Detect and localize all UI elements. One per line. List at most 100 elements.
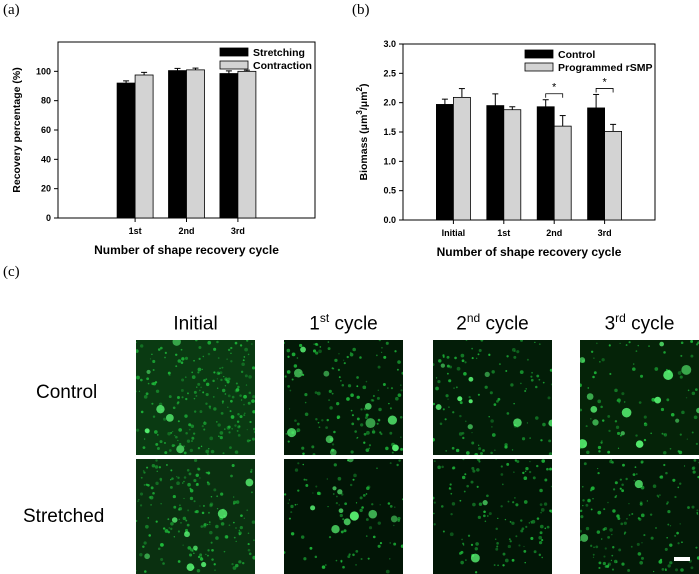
fluorescent-speck — [400, 447, 403, 451]
fluorescent-speck — [669, 447, 672, 450]
fluorescent-speck — [359, 508, 363, 513]
fluorescent-speck — [333, 430, 336, 434]
column-header-3rd-cycle: 3rd cycle — [580, 311, 699, 335]
fluorescent-speck — [661, 432, 664, 435]
x-axis-title: Number of shape recovery cycle — [437, 245, 622, 259]
fluorescent-speck — [364, 416, 368, 420]
fluorescent-speck — [614, 496, 617, 499]
fluorescent-speck — [247, 532, 250, 535]
fluorescent-speck — [608, 344, 611, 347]
fluorescent-speck — [500, 473, 504, 476]
fluorescent-speck — [235, 388, 240, 392]
micrograph-background — [284, 340, 403, 455]
fluorescent-speck — [291, 378, 294, 381]
fluorescent-speck — [305, 478, 308, 481]
fluorescent-speck — [210, 495, 213, 498]
fluorescent-speck — [284, 341, 286, 345]
fluorescent-speck — [164, 529, 169, 533]
fluorescent-speck — [195, 340, 198, 342]
fluorescent-speck — [186, 469, 190, 472]
fluorescent-cluster — [156, 404, 165, 414]
fluorescent-speck — [451, 446, 455, 450]
fluorescent-speck — [506, 462, 510, 466]
fluorescent-speck — [690, 340, 694, 343]
fluorescent-speck — [347, 555, 351, 559]
fluorescent-speck — [696, 512, 699, 514]
row-label-stretched: Stretched — [23, 506, 105, 527]
fluorescent-speck — [551, 383, 552, 386]
fluorescent-speck — [331, 392, 334, 395]
fluorescent-speck — [227, 348, 231, 352]
fluorescent-speck — [224, 393, 227, 395]
fluorescent-speck — [237, 413, 240, 416]
fluorescent-speck — [140, 476, 143, 479]
fluorescent-speck — [316, 391, 321, 396]
column-header-text: Initial — [173, 313, 218, 335]
y-tick-label: 0.0 — [383, 215, 396, 225]
fluorescent-speck — [491, 370, 495, 374]
fluorescent-speck — [669, 543, 673, 547]
fluorescent-speck — [195, 509, 199, 514]
fluorescent-speck — [325, 426, 328, 430]
fluorescent-speck — [455, 386, 458, 389]
fluorescent-speck — [376, 396, 380, 400]
fluorescent-speck — [197, 446, 201, 450]
fluorescent-speck — [368, 447, 371, 450]
fluorescent-speck — [356, 436, 359, 439]
fluorescent-speck — [326, 418, 329, 422]
fluorescent-speck — [679, 433, 682, 436]
fluorescent-speck — [472, 502, 476, 507]
fluorescent-speck — [171, 444, 175, 448]
fluorescent-speck — [515, 503, 519, 507]
fluorescent-speck — [232, 502, 235, 505]
fluorescent-speck — [504, 445, 508, 449]
fluorescent-speck — [164, 351, 167, 354]
fluorescent-speck — [238, 425, 241, 427]
fluorescent-speck — [619, 487, 622, 490]
fluorescent-speck — [206, 523, 209, 526]
fluorescent-speck — [145, 524, 149, 529]
fluorescent-speck — [226, 380, 230, 384]
fluorescent-speck — [508, 538, 511, 541]
y-axis-title-part: /μm — [358, 91, 370, 110]
fluorescent-speck — [288, 408, 291, 410]
fluorescent-speck — [136, 375, 140, 380]
fluorescent-speck — [207, 340, 212, 345]
fluorescent-speck — [189, 488, 194, 493]
fluorescent-speck — [227, 394, 231, 398]
fluorescent-speck — [623, 401, 626, 403]
fluorescent-speck — [628, 341, 631, 344]
fluorescent-speck — [188, 423, 192, 427]
fluorescent-speck — [488, 512, 492, 516]
fluorescent-speck — [368, 526, 373, 530]
fluorescent-speck — [213, 563, 216, 566]
fluorescent-speck — [500, 465, 503, 468]
fluorescent-speck — [497, 397, 501, 401]
fluorescent-speck — [538, 553, 542, 557]
fluorescent-speck — [529, 437, 531, 439]
fluorescent-speck — [523, 500, 528, 504]
fluorescent-speck — [389, 542, 391, 544]
fluorescent-speck — [160, 503, 162, 505]
fluorescent-speck — [156, 434, 159, 436]
fluorescent-speck — [442, 354, 445, 357]
fluorescent-speck — [221, 388, 226, 393]
fluorescent-speck — [200, 525, 204, 528]
fluorescent-speck — [146, 466, 149, 469]
fluorescent-speck — [337, 368, 341, 372]
fluorescent-speck — [533, 550, 537, 554]
fluorescent-speck — [679, 482, 682, 485]
fluorescent-speck — [227, 377, 231, 381]
column-header-sup: nd — [466, 311, 481, 325]
fluorescent-speck — [376, 422, 379, 425]
fluorescent-speck — [484, 520, 487, 523]
fluorescent-speck — [387, 502, 391, 505]
fluorescent-speck — [336, 416, 340, 420]
fluorescent-speck — [188, 472, 192, 476]
fluorescent-speck — [614, 420, 618, 423]
fluorescent-speck — [205, 392, 209, 397]
fluorescent-speck — [590, 350, 594, 353]
fluorescent-speck — [343, 362, 346, 365]
fluorescent-speck — [598, 566, 601, 570]
fluorescent-speck — [525, 388, 527, 390]
